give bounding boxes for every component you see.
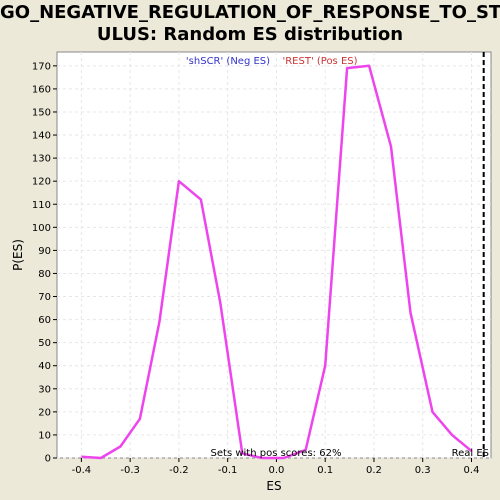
y-tick-label: 50 — [38, 338, 51, 349]
legend-neg-es: 'shSCR' (Neg ES) — [186, 56, 270, 67]
x-tick-label: -0.4 — [72, 465, 92, 476]
y-tick-label: 160 — [32, 84, 51, 95]
y-tick-label: 140 — [32, 131, 51, 142]
x-tick-label: 0.1 — [317, 465, 333, 476]
chart-title-line1: GO_NEGATIVE_REGULATION_OF_RESPONSE_TO_ST… — [0, 2, 500, 23]
plot-area — [56, 51, 492, 459]
y-tick-label: 80 — [38, 269, 51, 280]
grid-lines — [57, 52, 491, 459]
y-tick-label: 10 — [38, 430, 51, 441]
real-es-label: Real ES — [452, 448, 489, 459]
series-line — [81, 64, 473, 460]
x-tick-label: -0.3 — [120, 465, 140, 476]
y-tick-label: 120 — [32, 177, 51, 188]
pos-scores-annotation: Sets with pos scores: 62% — [211, 448, 342, 459]
y-tick-label: 20 — [38, 407, 51, 418]
x-tick-label: 0.2 — [366, 465, 382, 476]
x-tick-label: 0.3 — [415, 465, 431, 476]
chart-title-line2: ULUS: Random ES distribution — [96, 24, 404, 45]
x-tick-label: 0.4 — [464, 465, 480, 476]
y-axis-label: P(ES) — [11, 239, 25, 271]
chart-title: GO_NEGATIVE_REGULATION_OF_RESPONSE_TO_ST… — [0, 2, 500, 46]
y-tick-label: 100 — [32, 223, 51, 234]
series-layer — [81, 64, 473, 460]
y-tick-label: 150 — [32, 107, 51, 118]
y-tick-label: 110 — [32, 200, 51, 211]
legend-pos-es: 'REST' (Pos ES) — [282, 56, 357, 67]
x-tick-label: -0.1 — [218, 465, 238, 476]
y-tick-label: 60 — [38, 315, 51, 326]
y-tick-label: 70 — [38, 292, 51, 303]
x-axis-ticks: -0.4 -0.3 -0.2 -0.1 0.0 0.1 0.2 0.3 0.4 — [72, 458, 480, 476]
y-tick-label: 30 — [38, 384, 51, 395]
y-tick-label: 90 — [38, 246, 51, 257]
y-axis-ticks: 0 10 20 30 40 50 60 70 80 90 100 110 120 130 140 150 160… — [32, 61, 57, 465]
y-tick-label: 40 — [38, 361, 51, 372]
x-tick-label: 0.0 — [268, 465, 284, 476]
x-axis-label: ES — [266, 479, 281, 493]
y-tick-label: 130 — [32, 154, 51, 165]
y-tick-label: 0 — [45, 454, 51, 465]
y-tick-label: 170 — [32, 61, 51, 72]
x-tick-label: -0.2 — [169, 465, 189, 476]
